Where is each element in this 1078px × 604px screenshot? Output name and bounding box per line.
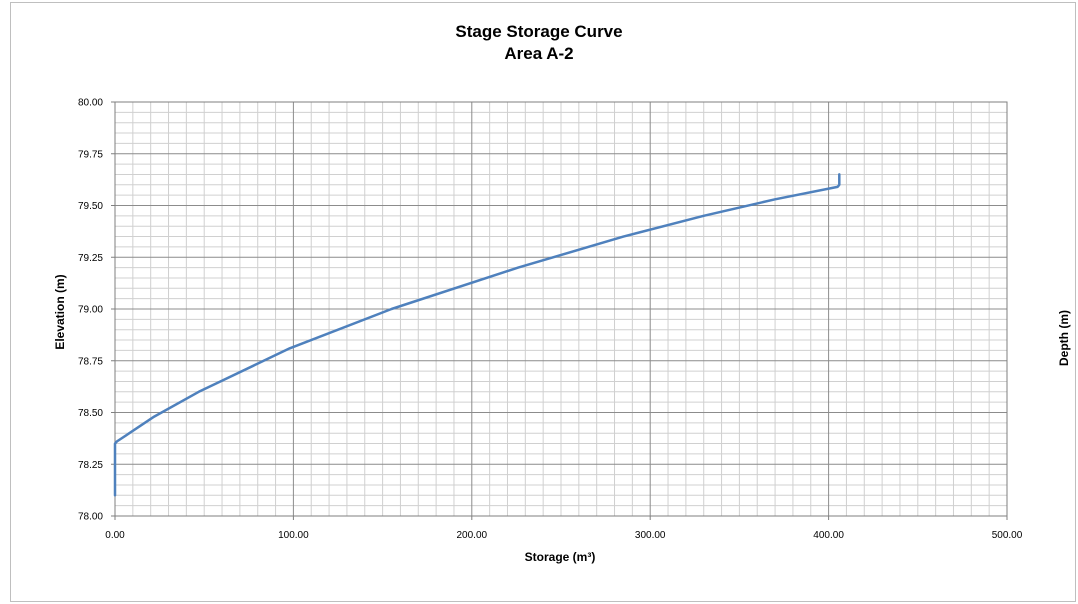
y-tick-label: 79.75 — [78, 149, 103, 160]
x-tick-label: 0.00 — [105, 530, 125, 541]
y-tick-label: 79.50 — [78, 201, 103, 212]
x-axis-ticks: 0.00 100.00 200.00 300.00 400.00 500.00 — [105, 516, 1022, 541]
y-tick-label: 78.00 — [78, 512, 103, 523]
series-layer — [115, 174, 839, 495]
x-tick-label: 200.00 — [457, 530, 488, 541]
y-tick-label: 79.25 — [78, 253, 103, 264]
series-line-0 — [115, 174, 839, 495]
x-tick-label: 400.00 — [813, 530, 844, 541]
y-tick-label: 79.00 — [78, 305, 103, 316]
secondary-y-axis-label: Depth (m) — [1057, 310, 1071, 366]
x-tick-label: 500.00 — [992, 530, 1023, 541]
x-tick-label: 300.00 — [635, 530, 666, 541]
y-tick-label: 78.25 — [78, 460, 103, 471]
y-axis-ticks: 78.00 78.25 78.50 78.75 79.00 79.25 79.50 79.75… — [78, 98, 115, 523]
y-tick-label: 78.50 — [78, 408, 103, 419]
y-axis-label: Elevation (m) — [53, 274, 67, 349]
y-tick-label: 80.00 — [78, 98, 103, 109]
x-tick-label: 100.00 — [278, 530, 309, 541]
x-axis-label: Storage (m³) — [525, 550, 596, 564]
y-tick-label: 78.75 — [78, 356, 103, 367]
